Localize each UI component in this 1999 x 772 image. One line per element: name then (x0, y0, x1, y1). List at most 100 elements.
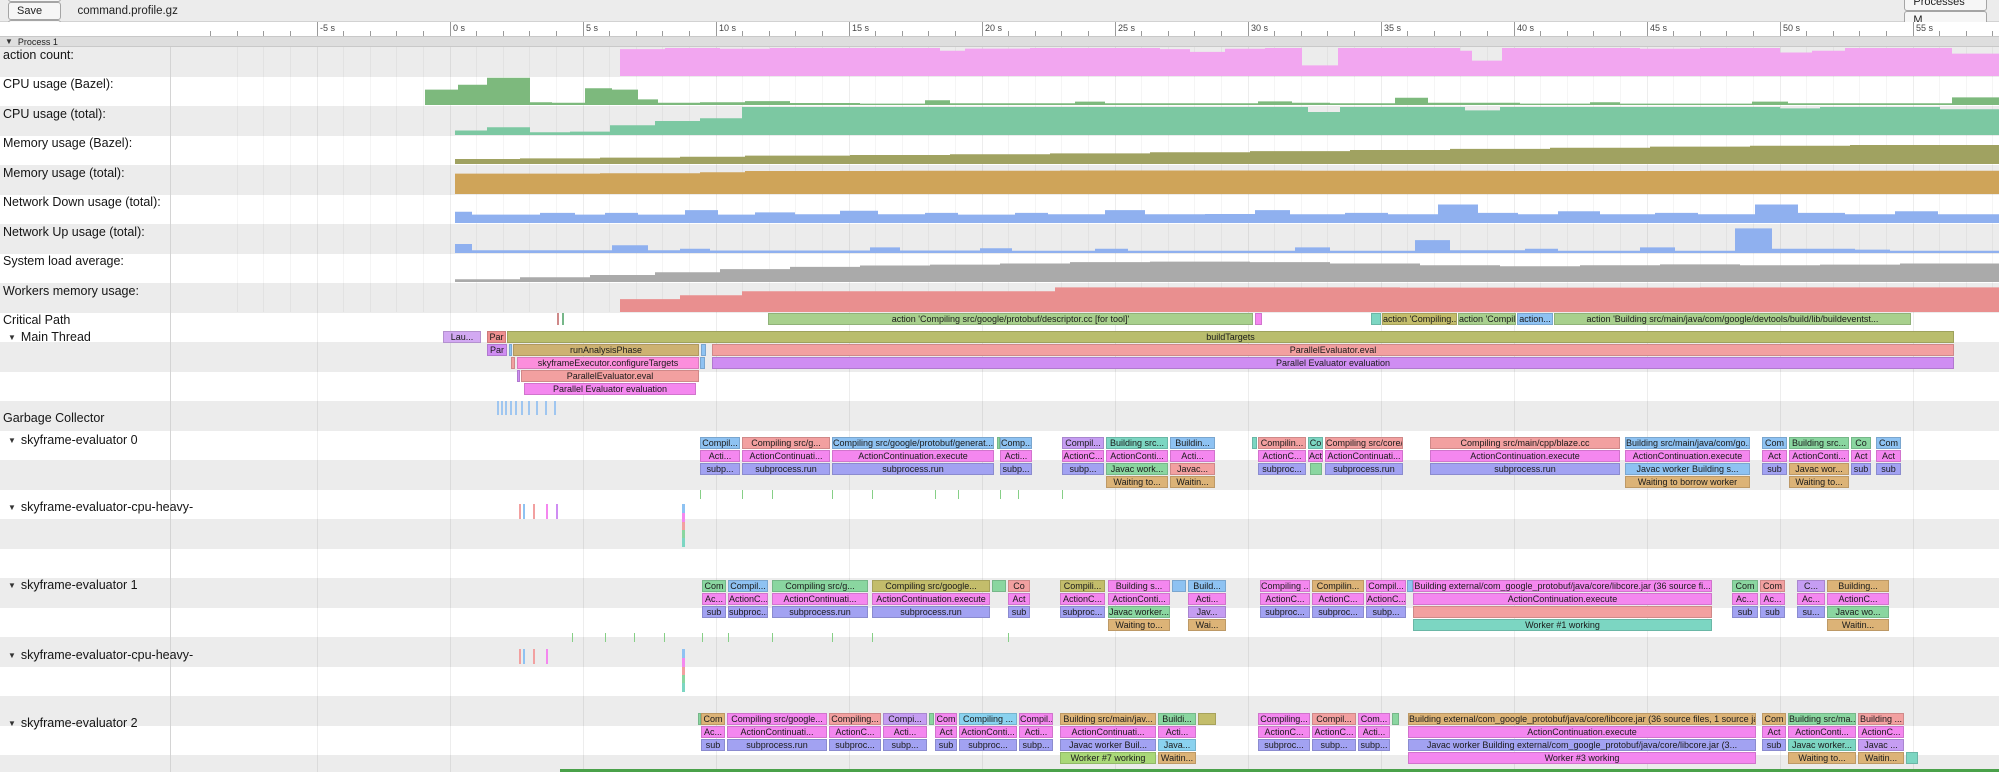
trace-span[interactable]: Com (701, 713, 725, 725)
trace-span[interactable]: subp... (1019, 739, 1053, 751)
trace-span[interactable]: Com (1760, 580, 1785, 592)
trace-span[interactable]: subp... (1358, 739, 1390, 751)
trace-span[interactable]: ActionContinuation.execute (1430, 450, 1620, 462)
event-tick[interactable] (546, 649, 548, 664)
trace-span[interactable]: subproc... (1060, 606, 1105, 618)
counter-workers-memory-usage[interactable] (170, 284, 1999, 312)
counter-action-count[interactable] (170, 48, 1999, 76)
counter-cpu-usage-total[interactable] (170, 107, 1999, 135)
trace-span[interactable]: Javac wor... (1789, 463, 1849, 475)
trace-span[interactable]: Compili... (1060, 580, 1105, 592)
trace-span[interactable]: Com (1762, 437, 1787, 449)
trace-span[interactable]: Acti... (1170, 450, 1215, 462)
gc-event-tick[interactable] (536, 401, 538, 415)
timeline-ruler[interactable]: -5 s 0 s 5 s 10 s 15 s 20 s 25 s 30 s 35 s 40 s 45… (0, 22, 1999, 36)
trace-span[interactable]: subproc... (1258, 739, 1310, 751)
trace-span[interactable]: runAnalysisPhase (513, 344, 699, 356)
trace-span[interactable]: ParallelEvaluator.eval (712, 344, 1954, 356)
trace-span[interactable]: Javac worker Building external/com_googl… (1408, 739, 1756, 751)
trace-span[interactable]: Compiling... (1258, 713, 1310, 725)
trace-span[interactable] (509, 344, 512, 356)
trace-span[interactable] (698, 713, 701, 725)
trace-span[interactable]: Compilin... (1258, 437, 1306, 449)
trace-span[interactable]: ActionC... (1827, 593, 1889, 605)
trace-span[interactable]: ActionContinuati... (772, 593, 868, 605)
trace-span[interactable]: Javac ... (1858, 739, 1904, 751)
trace-span[interactable]: sub (1876, 463, 1901, 475)
event-tick[interactable] (533, 649, 535, 664)
trace-span[interactable]: Building ... (1858, 713, 1904, 725)
event-tick[interactable] (546, 504, 548, 519)
trace-span[interactable]: Act (1851, 450, 1871, 462)
gc-event-tick[interactable] (501, 401, 503, 415)
trace-span[interactable]: Act (1008, 593, 1030, 605)
trace-span[interactable]: Compiling ... (959, 713, 1017, 725)
trace-span[interactable]: ActionC... (1260, 593, 1310, 605)
trace-span[interactable]: Jav... (1188, 606, 1226, 618)
trace-span[interactable]: Building src/main/java/com/go... (1625, 437, 1750, 449)
trace-span[interactable]: ActionConti... (959, 726, 1017, 738)
trace-span[interactable]: buildTargets (507, 331, 1954, 343)
trace-span[interactable]: Com... (1358, 713, 1390, 725)
track-label-critical-path[interactable]: Critical Path (3, 313, 70, 327)
trace-span[interactable]: Compiling src/g... (772, 580, 868, 592)
event-tick[interactable] (682, 538, 685, 547)
trace-span[interactable]: subprocess.run (872, 606, 990, 618)
trace-span[interactable]: sub (701, 739, 725, 751)
trace-span[interactable]: Acti... (1158, 726, 1196, 738)
trace-span[interactable]: subp... (1062, 463, 1104, 475)
trace-span[interactable]: ActionConti... (1788, 726, 1856, 738)
trace-span[interactable]: Com (1732, 580, 1758, 592)
process-header[interactable]: ▼ Process 1 (0, 36, 1999, 47)
gc-event-tick[interactable] (528, 401, 530, 415)
event-tick[interactable] (682, 667, 685, 675)
trace-span[interactable]: action... (1517, 313, 1553, 325)
trace-span[interactable]: ActionContinuation.execute (1413, 593, 1712, 605)
trace-span[interactable]: Wai... (1188, 619, 1226, 631)
trace-span[interactable]: ParallelEvaluator.eval (521, 370, 699, 382)
trace-span[interactable]: Compiling src/main/cpp/blaze.cc (1430, 437, 1620, 449)
trace-span[interactable]: sub (702, 606, 726, 618)
trace-span[interactable]: ActionContinuation.execute (832, 450, 994, 462)
trace-span[interactable]: C... (1797, 580, 1825, 592)
track-label-garbage-collector[interactable]: Garbage Collector (3, 411, 104, 425)
save-button[interactable]: Save (8, 1, 62, 20)
trace-span[interactable]: Acti... (883, 726, 927, 738)
trace-span[interactable]: Compil... (700, 437, 740, 449)
trace-span[interactable]: ActionConti... (1106, 450, 1168, 462)
trace-span[interactable]: Building src... (1106, 437, 1168, 449)
trace-span[interactable]: ActionC... (1312, 726, 1356, 738)
trace-span[interactable]: Javac worker Building s... (1625, 463, 1750, 475)
trace-span[interactable]: Waiting to... (1788, 752, 1856, 764)
event-tick[interactable] (519, 649, 521, 664)
trace-span[interactable]: Building src/main/jav... (1060, 713, 1156, 725)
trace-span[interactable]: Compiling src/core/... (1325, 437, 1403, 449)
track-label-main-thread[interactable]: ▼ Main Thread (8, 330, 91, 344)
trace-span[interactable]: Build... (1188, 580, 1226, 592)
event-tick[interactable] (682, 658, 685, 667)
counter-memory-usage-bazel[interactable] (170, 136, 1999, 164)
trace-span[interactable] (517, 370, 520, 382)
trace-span[interactable]: Comp... (1000, 437, 1032, 449)
trace-span[interactable]: ActionC... (1858, 726, 1904, 738)
gc-event-tick[interactable] (521, 401, 523, 415)
trace-span[interactable]: Compi... (883, 713, 927, 725)
trace-span[interactable]: sub (935, 739, 957, 751)
event-tick[interactable] (682, 649, 685, 658)
trace-span[interactable]: Worker #1 working (1413, 619, 1712, 631)
trace-span[interactable]: subproc... (1260, 606, 1310, 618)
trace-span[interactable]: Acti... (700, 450, 740, 462)
event-tick[interactable] (523, 649, 525, 664)
trace-span[interactable]: subproc... (829, 739, 881, 751)
trace-span[interactable]: Acti... (1019, 726, 1053, 738)
trace-span[interactable]: Javac worker... (1108, 606, 1170, 618)
trace-span[interactable]: Javac worker Buil... (1060, 739, 1156, 751)
trace-span[interactable] (997, 437, 1000, 449)
event-tick[interactable] (682, 513, 685, 522)
event-tick[interactable] (682, 522, 685, 530)
trace-span[interactable]: Acti... (1188, 593, 1226, 605)
trace-span[interactable]: Lau... (443, 331, 481, 343)
trace-span[interactable]: Com (1876, 437, 1901, 449)
trace-span[interactable]: Ac... (1732, 593, 1758, 605)
trace-span[interactable]: Worker #7 working (1060, 752, 1156, 764)
